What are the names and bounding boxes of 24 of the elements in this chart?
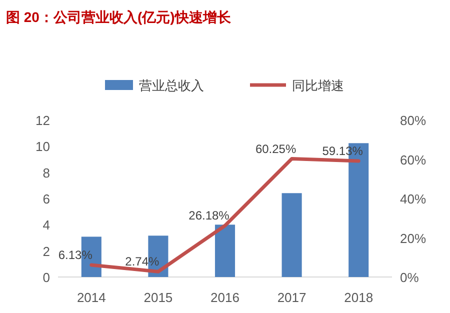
y-tick-label: 12 bbox=[36, 113, 50, 128]
y2-tick-label: 80% bbox=[400, 113, 426, 128]
x-tick-label: 2016 bbox=[210, 290, 240, 305]
data-label: 60.25% bbox=[255, 142, 296, 156]
legend-label: 营业总收入 bbox=[139, 78, 204, 93]
y-tick-label: 6 bbox=[42, 192, 50, 206]
x-tick-label: 2018 bbox=[344, 290, 374, 305]
y-tick-label: 8 bbox=[42, 165, 50, 180]
x-tick-label: 2014 bbox=[76, 290, 106, 305]
bar bbox=[282, 193, 302, 277]
y2-tick-label: 0% bbox=[400, 270, 420, 285]
y-tick-label: 4 bbox=[42, 218, 50, 233]
x-tick-label: 2017 bbox=[277, 290, 306, 305]
chart-title: 图 20：公司营业收入(亿元)快速增长 bbox=[6, 9, 232, 25]
bar bbox=[214, 224, 236, 277]
data-label: 26.18% bbox=[188, 208, 230, 223]
y2-tick-label: 20% bbox=[400, 230, 426, 246]
y2-tick-label: 40% bbox=[400, 192, 426, 206]
legend-label: 同比增速 bbox=[292, 78, 344, 93]
y-tick-label: 10 bbox=[36, 139, 50, 154]
x-tick-label: 2015 bbox=[144, 290, 173, 305]
y-tick-label: 2 bbox=[42, 244, 50, 259]
y-tick-label: 0 bbox=[42, 270, 50, 285]
y2-tick-label: 60% bbox=[400, 152, 426, 168]
